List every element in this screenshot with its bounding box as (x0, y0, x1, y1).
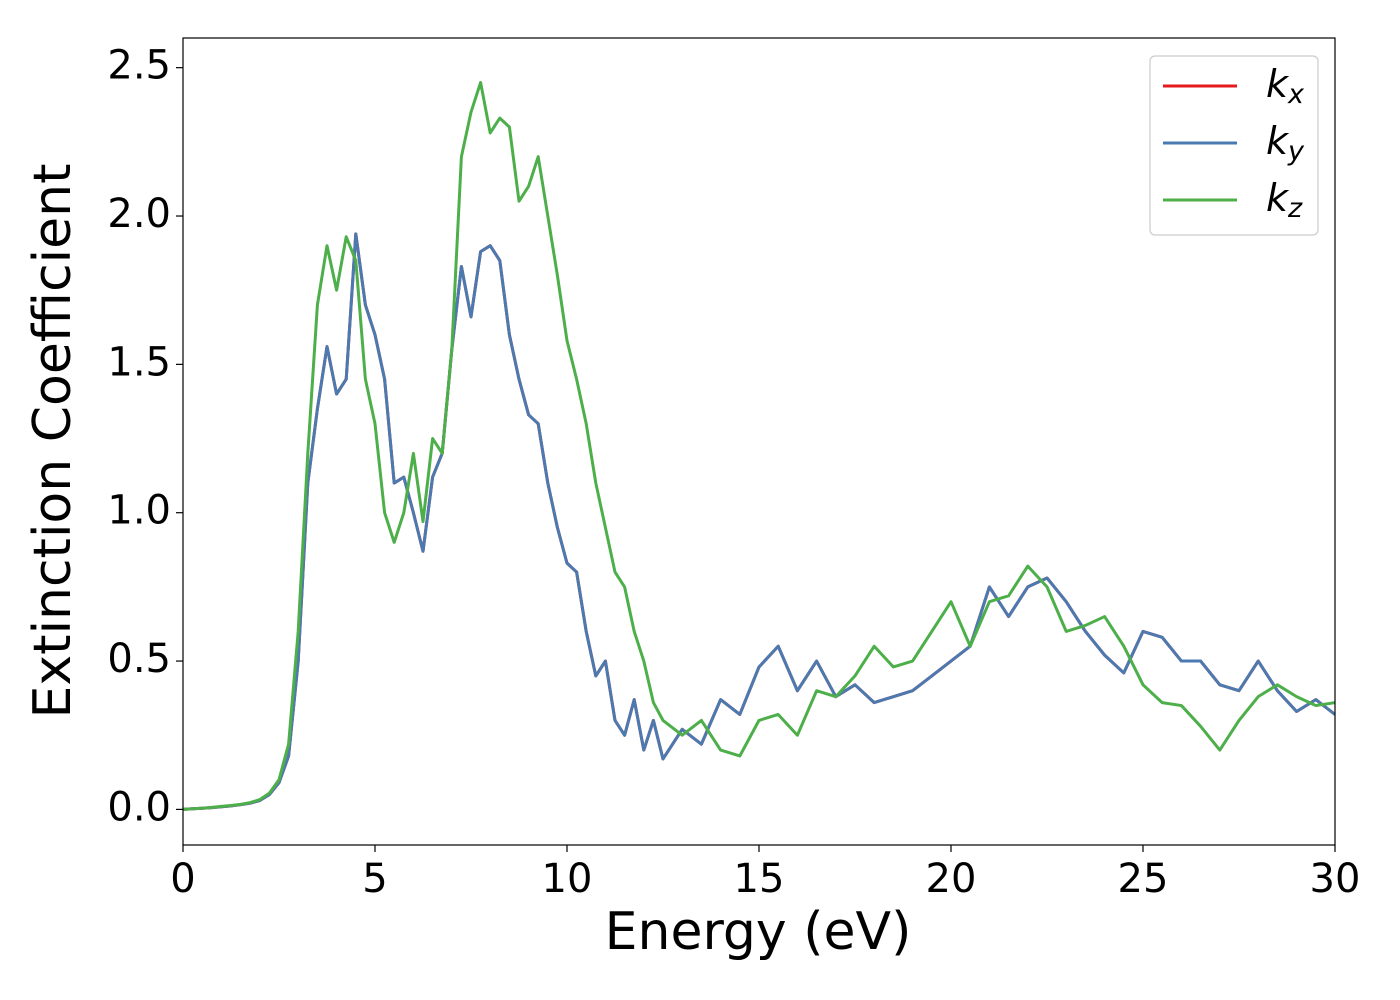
x-tick-label: 20 (926, 856, 977, 902)
x-tick-label: 0 (170, 856, 195, 902)
y-tick-label: 0.5 (107, 636, 171, 682)
legend-label: ky (1266, 119, 1305, 167)
legend-label: kz (1266, 176, 1303, 224)
plot-frame (182, 37, 1336, 846)
x-tick-label: 25 (1118, 856, 1169, 902)
x-tick-label: 30 (1310, 856, 1361, 902)
x-tick-label: 10 (542, 856, 593, 902)
y-tick-label: 1.5 (107, 339, 171, 385)
line-series (183, 232, 1335, 811)
x-axis-label: Energy (eV) (605, 902, 912, 962)
y-tick-label: 2.5 (107, 43, 171, 89)
legend-box (1149, 55, 1319, 236)
line-series (183, 81, 1335, 811)
legend-label: kx (1266, 62, 1305, 110)
y-tick-label: 1.0 (107, 488, 171, 534)
y-tick-label: 0.0 (107, 784, 171, 830)
x-tick-label: 15 (734, 856, 785, 902)
y-axis-label: Extinction Coefficient (23, 164, 83, 719)
y-tick-label: 2.0 (107, 191, 171, 237)
x-tick-label: 5 (362, 856, 387, 902)
